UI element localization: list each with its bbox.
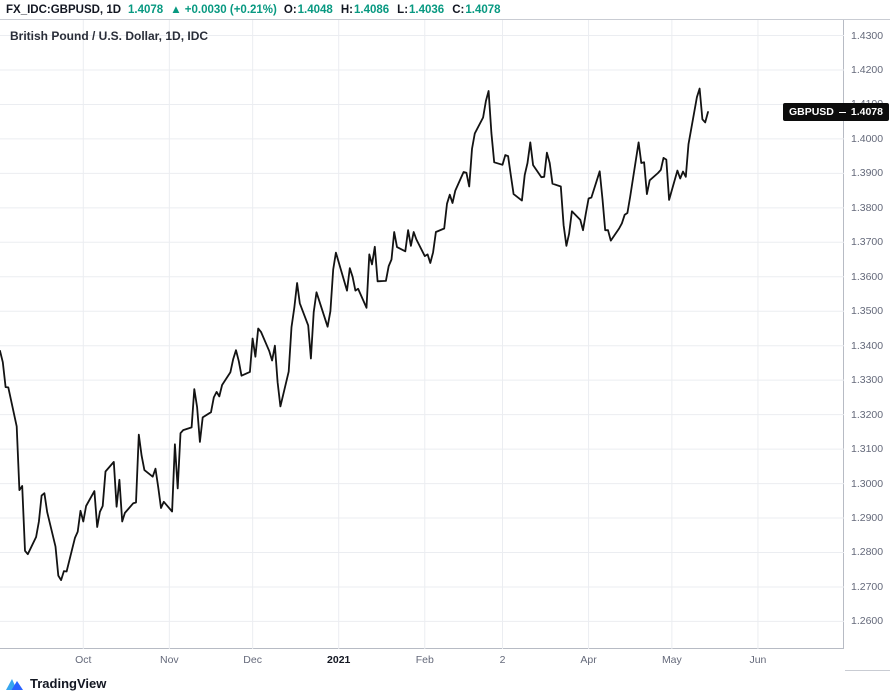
price-scale-label: 1.3400 bbox=[851, 339, 884, 352]
price-scale-label: 1.3600 bbox=[851, 270, 884, 283]
high-value: 1.4086 bbox=[353, 4, 390, 16]
low-label: L: bbox=[397, 4, 409, 16]
high-label: H: bbox=[340, 4, 353, 16]
price-label-separator bbox=[838, 111, 846, 113]
time-scale-label: Nov bbox=[160, 654, 179, 666]
price-scale-label: 1.3800 bbox=[851, 201, 884, 214]
price-scale-label: 1.3900 bbox=[851, 167, 884, 180]
time-scale-label: Apr bbox=[580, 654, 597, 666]
price-chart-pane[interactable]: British Pound / U.S. Dollar, 1D, IDC bbox=[0, 20, 844, 649]
tradingview-logo-icon[interactable] bbox=[5, 676, 24, 691]
last-price: 1.4078 bbox=[128, 4, 164, 16]
price-line-chart[interactable] bbox=[0, 20, 844, 649]
price-label-symbol: GBPUSD bbox=[788, 106, 834, 119]
open-value: 1.4048 bbox=[297, 4, 333, 16]
price-scale[interactable]: 1.43001.42001.41001.40001.39001.38001.37… bbox=[845, 20, 890, 649]
time-scale-label: May bbox=[661, 654, 682, 666]
symbol-title[interactable]: FX_IDC:GBPUSD, 1D bbox=[6, 4, 122, 16]
price-scale-label: 1.4200 bbox=[851, 63, 884, 76]
time-scale-label: Feb bbox=[415, 654, 434, 666]
time-scale-label: Oct bbox=[75, 654, 92, 666]
price-scale-label: 1.4000 bbox=[851, 132, 884, 145]
price-change: ▲ +0.0030 (+0.21%) bbox=[170, 4, 277, 16]
price-scale-label: 1.3500 bbox=[851, 305, 884, 318]
price-line-series bbox=[0, 87, 709, 581]
close-label: C: bbox=[452, 4, 465, 16]
price-scale-label: 1.3100 bbox=[851, 443, 884, 456]
time-scale-label: 2 bbox=[499, 654, 506, 666]
time-scale-label: Dec bbox=[243, 654, 262, 666]
chart-legend[interactable]: British Pound / U.S. Dollar, 1D, IDC bbox=[10, 29, 209, 43]
time-scale-label: Jun bbox=[749, 654, 767, 666]
price-scale-label: 1.2600 bbox=[851, 615, 884, 628]
price-scale-label: 1.2900 bbox=[851, 512, 884, 525]
last-price-label: GBPUSD 1.4078 bbox=[782, 103, 889, 122]
price-scale-label: 1.2700 bbox=[851, 580, 884, 593]
price-scale-label: 1.3700 bbox=[851, 236, 884, 249]
tradingview-wordmark[interactable]: TradingView bbox=[30, 675, 107, 691]
tradingview-footer: TradingView bbox=[0, 671, 890, 695]
ohlc-values: O: 1.4048 H: 1.4086 L: 1.4036 C: 1.4078 bbox=[284, 4, 501, 16]
chart-area: British Pound / U.S. Dollar, 1D, IDC 1.4… bbox=[0, 19, 890, 672]
close-value: 1.4078 bbox=[465, 4, 501, 16]
price-scale-label: 1.4300 bbox=[851, 29, 884, 42]
price-scale-label: 1.3200 bbox=[851, 408, 884, 421]
price-scale-label: 1.2800 bbox=[851, 546, 884, 559]
time-scale[interactable]: Oct Nov Dec 2021 Feb 2 Apr May Jun bbox=[0, 650, 845, 672]
price-label-value: 1.4078 bbox=[850, 106, 883, 119]
price-scale-label: 1.3000 bbox=[851, 477, 884, 490]
low-value: 1.4036 bbox=[409, 4, 445, 16]
price-scale-label: 1.3300 bbox=[851, 374, 884, 387]
time-scale-label: 2021 bbox=[327, 654, 351, 666]
open-label: O: bbox=[283, 4, 297, 16]
symbol-info-bar: FX_IDC:GBPUSD, 1D 1.4078 ▲ +0.0030 (+0.2… bbox=[0, 0, 890, 19]
